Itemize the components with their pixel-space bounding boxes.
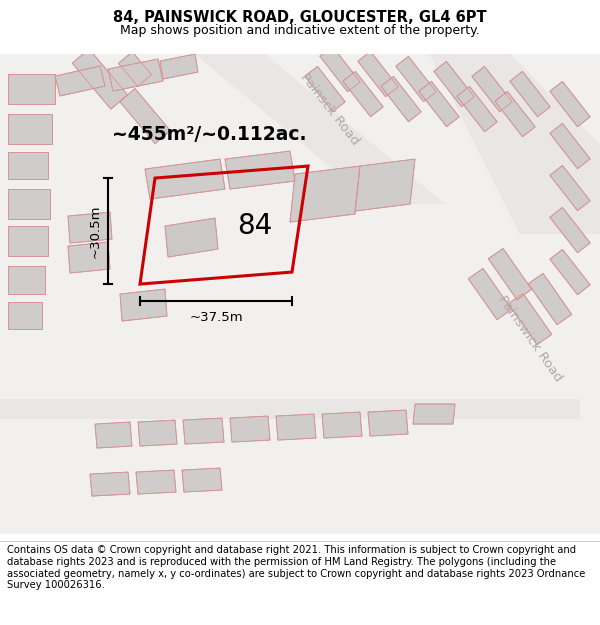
Polygon shape (413, 404, 455, 424)
Polygon shape (430, 54, 600, 234)
Text: 84: 84 (238, 212, 272, 240)
Polygon shape (290, 166, 360, 222)
Polygon shape (72, 49, 128, 109)
Polygon shape (550, 249, 590, 295)
Polygon shape (550, 208, 590, 252)
Text: Map shows position and indicative extent of the property.: Map shows position and indicative extent… (120, 24, 480, 37)
Polygon shape (183, 418, 224, 444)
Polygon shape (138, 420, 177, 446)
Polygon shape (195, 54, 445, 204)
Polygon shape (550, 123, 590, 169)
Polygon shape (8, 152, 48, 179)
Polygon shape (95, 422, 132, 448)
Polygon shape (322, 412, 362, 438)
Polygon shape (508, 293, 552, 345)
Polygon shape (8, 266, 45, 294)
Polygon shape (8, 74, 55, 104)
Polygon shape (8, 189, 50, 219)
Polygon shape (120, 289, 167, 321)
Polygon shape (550, 81, 590, 127)
Polygon shape (381, 76, 421, 122)
Text: ~37.5m: ~37.5m (189, 311, 243, 324)
Polygon shape (355, 159, 415, 211)
Text: 84, PAINSWICK ROAD, GLOUCESTER, GL4 6PT: 84, PAINSWICK ROAD, GLOUCESTER, GL4 6PT (113, 11, 487, 26)
Polygon shape (225, 151, 295, 189)
Polygon shape (488, 248, 532, 300)
Polygon shape (358, 51, 398, 97)
Polygon shape (368, 410, 408, 436)
Polygon shape (472, 66, 512, 112)
Polygon shape (165, 218, 218, 257)
Polygon shape (68, 242, 110, 273)
Polygon shape (145, 159, 225, 199)
Text: Painsck Road: Painsck Road (298, 71, 362, 148)
Polygon shape (160, 54, 198, 79)
Polygon shape (108, 59, 163, 91)
Polygon shape (0, 399, 580, 419)
Polygon shape (119, 89, 170, 144)
Polygon shape (396, 56, 436, 102)
Polygon shape (305, 66, 345, 112)
Polygon shape (434, 61, 474, 107)
Polygon shape (528, 273, 572, 325)
Polygon shape (8, 226, 48, 256)
Polygon shape (468, 268, 512, 320)
Polygon shape (55, 66, 105, 96)
Polygon shape (419, 81, 459, 127)
Text: Contains OS data © Crown copyright and database right 2021. This information is : Contains OS data © Crown copyright and d… (7, 545, 586, 590)
Polygon shape (495, 91, 535, 137)
Polygon shape (230, 416, 270, 442)
Text: ~30.5m: ~30.5m (89, 204, 102, 258)
Polygon shape (510, 71, 550, 117)
Polygon shape (320, 46, 360, 92)
Polygon shape (136, 470, 176, 494)
Polygon shape (68, 212, 112, 243)
Polygon shape (90, 472, 130, 496)
Polygon shape (550, 166, 590, 211)
Polygon shape (8, 114, 52, 144)
Text: ~455m²/~0.112ac.: ~455m²/~0.112ac. (112, 124, 307, 144)
Polygon shape (276, 414, 316, 440)
Polygon shape (343, 71, 383, 117)
Polygon shape (8, 302, 42, 329)
Polygon shape (118, 52, 152, 86)
Polygon shape (457, 86, 497, 132)
Text: Painswick Road: Painswick Road (496, 294, 565, 384)
Polygon shape (182, 468, 222, 492)
